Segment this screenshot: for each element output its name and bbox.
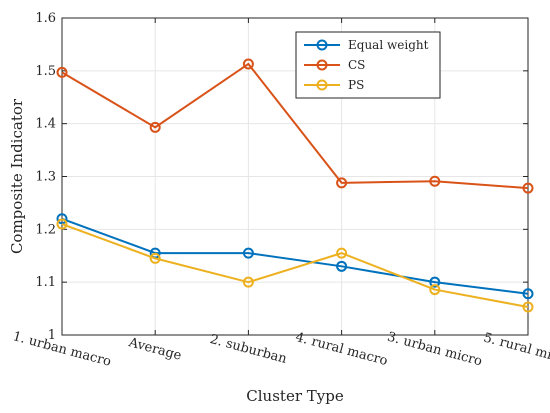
- y-tick-label: 1.6: [35, 11, 56, 26]
- series-layer: [56, 58, 534, 313]
- data-point: [522, 182, 534, 194]
- legend-item: Equal weight: [304, 38, 429, 52]
- data-point: [429, 284, 441, 296]
- legend-swatch-marker: [316, 79, 328, 91]
- x-tick-label: 5. rural micro: [482, 330, 550, 368]
- y-tick-label: 1.2: [35, 222, 56, 237]
- legend-swatch-marker: [316, 39, 328, 51]
- data-point: [336, 177, 348, 189]
- x-tick-label: 3. urban micro: [386, 330, 484, 370]
- data-point: [149, 121, 161, 133]
- series-line: [61, 62, 529, 190]
- data-point: [149, 252, 161, 264]
- y-tick-label: 1.3: [35, 170, 56, 185]
- data-point: [242, 276, 254, 288]
- legend-label: CS: [348, 58, 365, 72]
- grid-lines: [61, 17, 529, 336]
- series-cs: [56, 58, 534, 194]
- data-point: [242, 58, 254, 70]
- data-point: [336, 260, 348, 272]
- legend-swatch-marker: [316, 59, 328, 71]
- data-point: [429, 175, 441, 187]
- legend-item: CS: [304, 58, 365, 72]
- legend-label: PS: [348, 78, 364, 92]
- data-point: [522, 301, 534, 313]
- x-tick-label: Average: [126, 335, 183, 364]
- legend-label: Equal weight: [348, 38, 429, 52]
- series-line: [61, 223, 529, 308]
- y-axis-ticks: 1 1.1 1.2 1.3 1.4 1.5 1.6: [35, 11, 528, 343]
- x-axis-label: Cluster Type: [246, 387, 344, 405]
- legend: Equal weight CS PS: [295, 31, 441, 99]
- series-line: [61, 217, 529, 295]
- series-ps: [56, 218, 534, 313]
- y-tick-label: 1: [48, 328, 56, 343]
- y-tick-label: 1.4: [35, 117, 56, 132]
- data-point: [522, 288, 534, 300]
- data-point: [429, 276, 441, 288]
- x-tick-label: 4. rural macro: [294, 330, 390, 369]
- data-point: [242, 247, 254, 259]
- data-point: [56, 213, 68, 225]
- legend-item: PS: [304, 78, 364, 92]
- x-tick-label: 2. suburban: [208, 332, 289, 367]
- data-point: [56, 218, 68, 230]
- y-tick-label: 1.1: [35, 275, 56, 290]
- data-point: [56, 66, 68, 78]
- series-equal-weight: [56, 213, 534, 300]
- data-point: [336, 247, 348, 259]
- y-axis-label: Composite Indicator: [8, 98, 26, 254]
- y-tick-label: 1.5: [35, 64, 56, 79]
